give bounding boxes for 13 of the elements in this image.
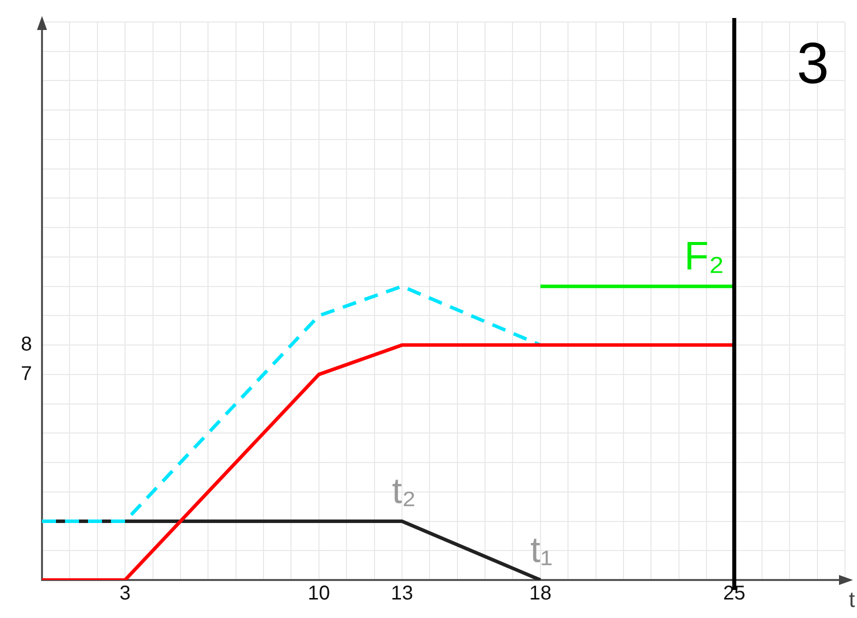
x-tick-label: 18 [529, 582, 552, 605]
line-series [42, 284, 542, 524]
y-tick-label: 8 [20, 334, 32, 356]
chart-title: 3 [796, 31, 829, 96]
series-label: F₂ [684, 234, 724, 278]
y-tick-label: 7 [20, 362, 32, 385]
annotation: t₂ [392, 470, 416, 512]
x-tick-label: 13 [390, 582, 414, 605]
x-axis-title: t [848, 587, 855, 612]
x-tick-label: 25 [723, 582, 746, 605]
x-tick-label: 10 [308, 582, 330, 605]
x-tick-label: 3 [120, 582, 131, 605]
annotation: t₁ [530, 528, 553, 570]
